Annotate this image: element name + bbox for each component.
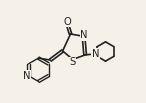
Text: O: O bbox=[64, 17, 71, 27]
Text: N: N bbox=[92, 49, 99, 59]
Text: N: N bbox=[80, 30, 88, 40]
Text: S: S bbox=[70, 57, 76, 67]
Text: N: N bbox=[23, 71, 30, 81]
